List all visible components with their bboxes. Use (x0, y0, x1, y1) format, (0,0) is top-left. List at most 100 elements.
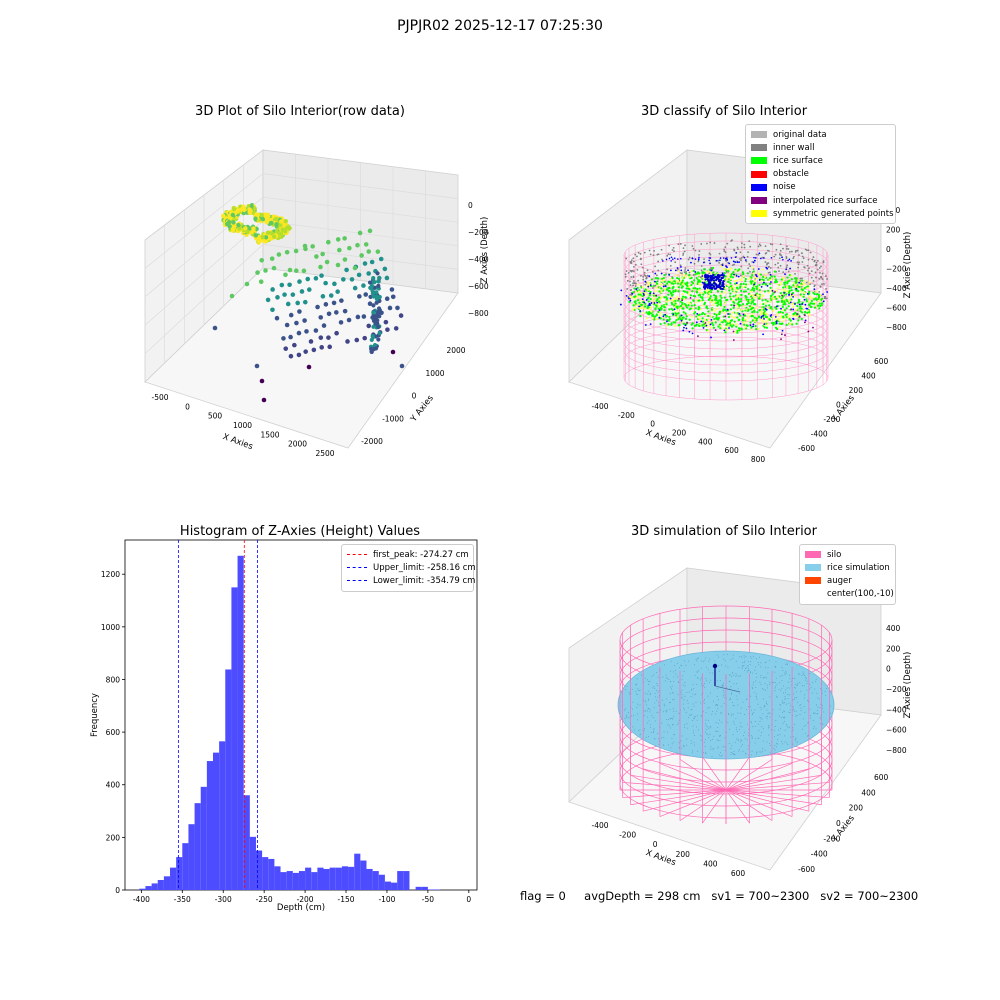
legend-item: obstacle (751, 168, 890, 181)
rice-point (662, 711, 664, 713)
rice-point (728, 295, 732, 298)
rice-point (746, 667, 748, 669)
rice-point (758, 656, 760, 658)
rice-point (681, 281, 684, 284)
rice-point (687, 313, 690, 317)
rice-point (804, 697, 806, 699)
raw-point (263, 235, 269, 240)
noise-point (728, 262, 731, 265)
noise-point (676, 267, 679, 269)
histogram-bar (397, 871, 404, 890)
rice-point (792, 284, 795, 287)
rice-point (696, 271, 700, 274)
rice-point (639, 734, 641, 736)
noise-point (721, 272, 724, 275)
raw-point (245, 229, 250, 235)
rice-point (802, 295, 805, 298)
rice-point (698, 657, 700, 659)
rice-point (672, 741, 674, 743)
rice-point (672, 699, 674, 701)
rice-point (706, 295, 710, 298)
silo-spoke (725, 789, 793, 817)
noise-point (730, 257, 733, 259)
rice-point (756, 311, 759, 314)
wall-point (683, 271, 686, 274)
rice-point (731, 287, 734, 291)
wall-point (809, 251, 812, 254)
rice-point (686, 291, 689, 294)
rice-point (671, 685, 673, 687)
raw-point (282, 292, 287, 297)
rice-point (809, 683, 811, 685)
wall-point (807, 249, 810, 252)
noise-point (641, 298, 644, 301)
rice-point (647, 681, 649, 683)
noise-point (710, 287, 713, 290)
histogram-bar (378, 874, 385, 890)
rice-point (748, 668, 750, 670)
rice-point (727, 315, 731, 319)
rice-point (629, 693, 631, 695)
rice-point (744, 670, 746, 672)
noise-point (628, 297, 630, 300)
noise-point (645, 299, 648, 301)
rice-point (665, 296, 668, 299)
noise-point (780, 307, 782, 310)
rice-point (655, 304, 658, 307)
rice-point (636, 719, 638, 721)
noise-point (648, 275, 651, 278)
rice-point (657, 691, 659, 693)
rice-point (763, 326, 766, 329)
rice-point (806, 683, 808, 685)
raw-point (295, 300, 300, 306)
raw-point (237, 226, 242, 231)
wall-point (629, 297, 632, 300)
wall-point (764, 261, 767, 263)
rice-point (657, 701, 659, 703)
wall-point (808, 272, 811, 275)
rice-point (721, 684, 723, 686)
rice-point (790, 286, 793, 289)
rice-point (732, 295, 735, 298)
panel2-x-tick-label: -400 (591, 402, 608, 411)
rice-point (764, 283, 767, 286)
rice-point (755, 676, 757, 678)
rice-point (692, 703, 694, 705)
wall-point (802, 257, 805, 260)
rice-point (733, 723, 735, 725)
wall-point (797, 266, 799, 269)
noise-point (766, 284, 769, 287)
rice-point (781, 305, 784, 309)
rice-point (648, 683, 650, 685)
rice-point (782, 692, 784, 694)
rice-point (752, 272, 755, 275)
panel4-y-tick-label: -600 (798, 865, 815, 874)
rice-point (778, 715, 780, 717)
legend-line (347, 554, 367, 556)
raw-point (371, 318, 377, 323)
rice-point (644, 677, 646, 679)
wall-point (800, 285, 803, 288)
wall-point (632, 257, 635, 260)
raw-point (335, 262, 341, 268)
rice-point (682, 684, 684, 686)
panel1-y-tick-label: -2000 (361, 437, 383, 446)
panel1-3d-plot: -50005001000150020002500-2000-1000010002… (144, 149, 490, 458)
rice-point (770, 275, 773, 278)
rice-point (681, 297, 684, 300)
rice-point (761, 319, 764, 322)
raw-point (306, 287, 312, 292)
wall-point (651, 271, 654, 273)
wall-point (749, 245, 752, 248)
panel4-x-tick-label: 400 (703, 859, 718, 868)
rice-point (701, 667, 703, 669)
wall-point (725, 271, 728, 273)
rice-point (782, 702, 784, 704)
raw-point (268, 235, 273, 241)
rice-point (757, 322, 760, 325)
rice-point (746, 698, 748, 700)
rice-point (796, 304, 799, 308)
silo-spoke (725, 782, 830, 791)
raw-point (368, 294, 373, 300)
wall-point (669, 253, 672, 256)
